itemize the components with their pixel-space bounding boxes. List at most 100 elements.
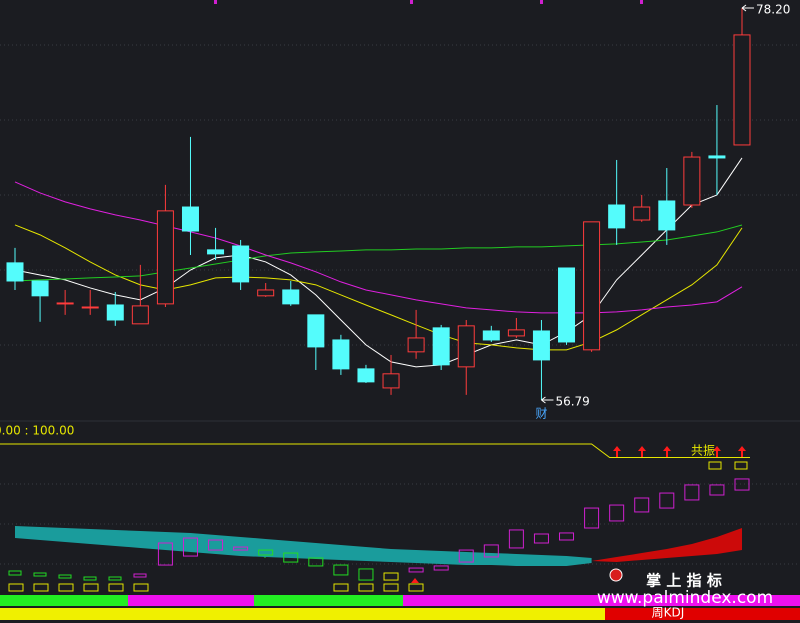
candle-body <box>307 314 325 348</box>
signal-box <box>182 537 198 557</box>
signal-box <box>8 583 24 592</box>
ma-line <box>14 224 743 282</box>
grid <box>0 44 800 565</box>
signal-box <box>83 583 99 592</box>
signal-box <box>108 583 124 592</box>
candle-body <box>232 245 250 283</box>
signal-box <box>333 583 349 592</box>
marker <box>410 0 413 4</box>
status-segment <box>0 595 128 606</box>
status-segment <box>605 608 800 620</box>
signal-box <box>458 549 474 563</box>
status-segment <box>403 595 800 606</box>
candle-body <box>608 204 626 229</box>
annotation-pointer <box>741 4 754 12</box>
candle-body <box>31 280 49 297</box>
signal-box <box>133 573 147 578</box>
signal-box <box>333 564 349 576</box>
candle-body <box>683 156 701 206</box>
candle-body <box>633 206 651 221</box>
status-segment <box>254 595 403 606</box>
candle-body <box>432 327 450 366</box>
signal-box <box>533 533 549 544</box>
candle-body <box>131 305 149 325</box>
candle-body <box>81 306 99 309</box>
signal-box <box>208 539 224 551</box>
top-markers <box>214 0 643 4</box>
candle-body <box>658 200 676 231</box>
signal-box <box>709 484 725 496</box>
signal-box <box>734 461 748 470</box>
signal-box <box>634 497 650 513</box>
signal-box <box>58 583 74 592</box>
signal-box <box>108 576 122 581</box>
candle-body <box>257 289 275 297</box>
arrow <box>638 446 646 457</box>
candle-body <box>708 155 726 159</box>
logo <box>609 568 623 582</box>
signal-box <box>559 532 575 541</box>
signal-box <box>383 583 399 592</box>
signal-box <box>508 529 524 549</box>
signal-box <box>258 549 274 556</box>
status-segment <box>128 595 254 606</box>
footer-label: 周KDJ <box>652 606 685 620</box>
signal-box <box>408 567 424 573</box>
high-label: 78.20 <box>756 3 790 17</box>
candle-body <box>457 325 475 368</box>
signal-box <box>358 568 374 581</box>
arrow <box>613 446 621 457</box>
low-label: 56.79 <box>555 395 589 409</box>
candle-body <box>382 373 400 389</box>
candle-body <box>558 267 576 343</box>
candle-body <box>181 206 199 232</box>
candle-body <box>532 330 550 361</box>
signal-box <box>483 544 499 558</box>
candle-body <box>482 330 500 341</box>
signal-box <box>684 484 700 501</box>
band-area <box>15 526 592 566</box>
candle-body <box>106 304 124 321</box>
signal-box <box>734 478 750 491</box>
signal-box <box>609 504 625 522</box>
ma-line <box>14 181 743 314</box>
signal-box <box>283 552 299 563</box>
arrow <box>411 578 419 583</box>
candle-body <box>407 337 425 353</box>
signal-box <box>708 461 722 470</box>
small-signal-boxes <box>8 461 748 592</box>
candle-body <box>733 34 751 146</box>
signal-box <box>358 583 374 592</box>
candle-body <box>282 289 300 305</box>
status-bars <box>0 595 800 620</box>
signal-box <box>133 583 149 592</box>
candle-body <box>332 339 350 370</box>
marker <box>540 0 543 4</box>
signal-box <box>408 583 424 592</box>
signal-box <box>8 570 22 576</box>
signal-box <box>308 557 324 567</box>
signal-box <box>58 574 72 579</box>
marker <box>214 0 217 4</box>
signal-box <box>33 572 47 577</box>
signal-box <box>83 576 97 581</box>
signal-label: 共振 <box>691 444 715 458</box>
candle-body <box>156 210 174 305</box>
candle-body <box>6 262 24 282</box>
candle-body <box>507 329 525 337</box>
red-area <box>591 528 742 563</box>
signal-box <box>233 546 249 551</box>
ma-line <box>14 224 743 351</box>
annotation-pointer <box>541 396 554 404</box>
signal-box <box>659 492 675 509</box>
ma-line <box>14 157 743 368</box>
marker <box>640 0 643 4</box>
signal-box <box>383 572 399 581</box>
indicator-line <box>0 443 750 458</box>
watermark-url: www.palmindex.com <box>597 588 773 608</box>
candle-body <box>357 368 375 383</box>
signal-box <box>584 507 600 529</box>
candle-body <box>583 221 601 351</box>
